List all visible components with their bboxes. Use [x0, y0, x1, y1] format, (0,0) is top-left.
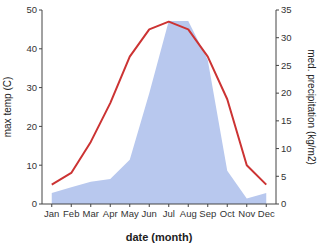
- x-tick-label: May: [121, 208, 139, 219]
- y2-axis-label: med. precipitation (kg/m2): [306, 49, 317, 165]
- y-axis-label: max temp (C): [2, 77, 13, 138]
- y2-tick: [276, 176, 279, 177]
- chart: Jan Feb Mar AprMayJun Jul AugSep OctNovDec 0 10 2…: [0, 0, 318, 247]
- y-tick-label: 30: [26, 82, 37, 93]
- x-tick-label: Apr: [103, 208, 118, 219]
- y-tick-label: 20: [26, 121, 37, 132]
- y2-tick: [276, 204, 279, 205]
- y-tick-label: 10: [26, 160, 37, 171]
- x-tick: [110, 204, 111, 207]
- x-tick: [51, 204, 52, 207]
- temperature-line: [52, 22, 267, 185]
- y2-axis-line: [276, 10, 277, 204]
- x-axis-label: date (month): [126, 231, 193, 243]
- y2-tick-label: 35: [281, 4, 292, 15]
- y2-tick-label: 30: [281, 32, 292, 43]
- x-axis-line: [42, 204, 276, 205]
- y2-tick-label: 20: [281, 87, 292, 98]
- x-tick: [266, 204, 267, 207]
- y2-tick-label: 10: [281, 143, 292, 154]
- y2-tick-label: 5: [281, 171, 286, 182]
- y-tick: [39, 204, 42, 205]
- y-axis-line: [42, 10, 43, 204]
- x-tick: [246, 204, 247, 207]
- y-tick: [39, 126, 42, 127]
- x-tick-label: Jun: [142, 208, 157, 219]
- x-tick-label: Aug: [180, 208, 197, 219]
- y2-tick-label: 15: [281, 115, 292, 126]
- y-tick-label: 50: [26, 4, 37, 15]
- plot-area: [52, 21, 267, 204]
- y-tick: [39, 87, 42, 88]
- x-tick-label: Nov: [238, 208, 255, 219]
- y2-tick-label: 25: [281, 60, 292, 71]
- x-tick: [129, 204, 130, 207]
- x-tick: [90, 204, 91, 207]
- y-tick-label: 0: [32, 198, 37, 209]
- y2-tick: [276, 148, 279, 149]
- x-tick-label: Jul: [163, 208, 175, 219]
- y-tick: [39, 10, 42, 11]
- y2-tick: [276, 120, 279, 121]
- y2-tick: [276, 37, 279, 38]
- y2-tick: [276, 10, 279, 11]
- x-tick: [227, 204, 228, 207]
- y2-tick: [276, 65, 279, 66]
- y-tick-label: 40: [26, 43, 37, 54]
- x-tick-label: Jan: [44, 208, 59, 219]
- y-tick: [39, 48, 42, 49]
- x-tick: [188, 204, 189, 207]
- x-tick-label: Sep: [199, 208, 216, 219]
- y2-tick-label: 0: [281, 198, 286, 209]
- precipitation-area: [52, 21, 267, 204]
- x-tick-label: Feb: [63, 208, 79, 219]
- x-tick-label: Dec: [258, 208, 275, 219]
- x-tick-label: Mar: [83, 208, 99, 219]
- y2-tick: [276, 93, 279, 94]
- x-tick: [168, 204, 169, 207]
- y-tick: [39, 165, 42, 166]
- x-tick: [149, 204, 150, 207]
- x-tick-label: Oct: [220, 208, 235, 219]
- x-tick: [207, 204, 208, 207]
- x-tick: [71, 204, 72, 207]
